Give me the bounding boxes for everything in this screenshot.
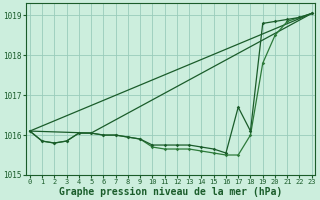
X-axis label: Graphe pression niveau de la mer (hPa): Graphe pression niveau de la mer (hPa) — [59, 186, 283, 197]
